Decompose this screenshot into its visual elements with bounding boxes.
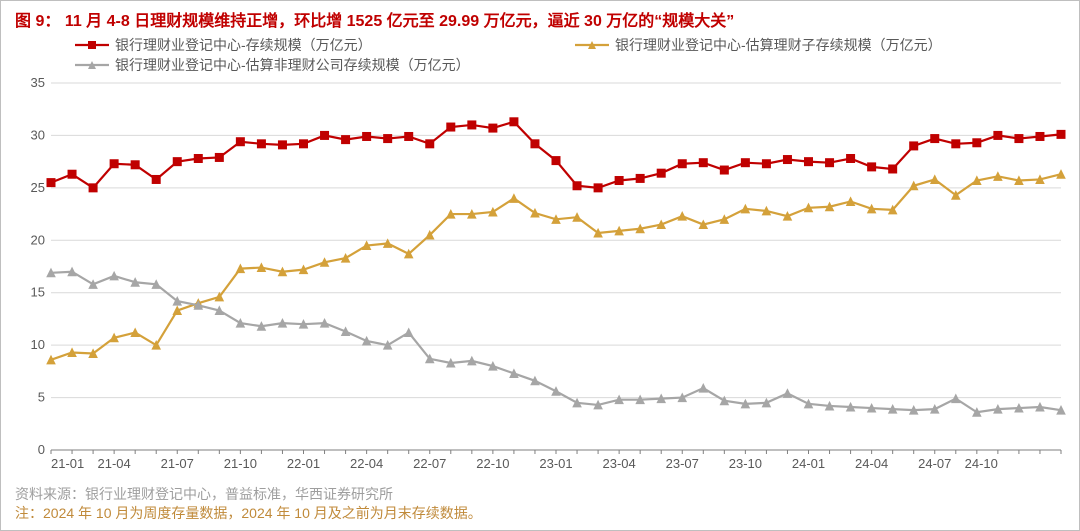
y-tick-label: 10 bbox=[31, 337, 45, 352]
legend-item: 银行理财业登记中心-估算理财子存续规模（万亿元） bbox=[575, 37, 942, 53]
y-tick-label: 25 bbox=[31, 180, 45, 195]
x-tick-label: 23-01 bbox=[539, 456, 572, 471]
x-tick-label: 23-07 bbox=[666, 456, 699, 471]
x-tick-label: 21-04 bbox=[98, 456, 131, 471]
y-tick-label: 20 bbox=[31, 232, 45, 247]
chart-area: 0 5 10 15 20 25 30 35 21-01 21-04 21-07 21-10 22-01 2… bbox=[15, 33, 1065, 474]
figure-number: 图 9： bbox=[15, 13, 60, 30]
legend: 银行理财业登记中心-存续规模（万亿元） 银行理财业登记中心-估算理财子存续规模（万… bbox=[75, 37, 942, 73]
figure-container: 图 9： 11 月 4-8 日理财规模维持正增，环比增 1525 亿元至 29.… bbox=[0, 0, 1080, 531]
legend-label: 银行理财业登记中心-存续规模（万亿元） bbox=[115, 37, 372, 53]
x-tick-label: 21-01 bbox=[51, 456, 84, 471]
x-tick-label: 23-04 bbox=[603, 456, 636, 471]
note-line: 注：2024 年 10 月为周度存量数据，2024 年 10 月及之前为月末存续… bbox=[15, 504, 482, 524]
legend-item: 银行理财业登记中心-估算非理财公司存续规模（万亿元） bbox=[75, 57, 470, 73]
legend-item: 银行理财业登记中心-存续规模（万亿元） bbox=[75, 37, 372, 53]
y-tick-label: 30 bbox=[31, 127, 45, 142]
series-line bbox=[51, 174, 1061, 360]
legend-label: 银行理财业登记中心-估算理财子存续规模（万亿元） bbox=[615, 37, 942, 53]
figure-title-row: 图 9： 11 月 4-8 日理财规模维持正增，环比增 1525 亿元至 29.… bbox=[15, 7, 1065, 31]
figure-title: 11 月 4-8 日理财规模维持正增，环比增 1525 亿元至 29.99 万亿… bbox=[65, 13, 734, 30]
x-tick-label: 22-04 bbox=[350, 456, 383, 471]
x-tick-label: 24-01 bbox=[792, 456, 825, 471]
x-tick-label: 23-10 bbox=[729, 456, 762, 471]
legend-label: 银行理财业登记中心-估算非理财公司存续规模（万亿元） bbox=[115, 57, 470, 73]
figure-footer: 资料来源：银行业理财登记中心，普益标准，华西证券研究所 注：2024 年 10 … bbox=[15, 485, 482, 524]
y-tick-label: 15 bbox=[31, 285, 45, 300]
y-tick-label: 0 bbox=[38, 442, 45, 457]
x-tick-label: 22-07 bbox=[413, 456, 446, 471]
x-tick-label: 22-10 bbox=[476, 456, 509, 471]
line-chart: 0 5 10 15 20 25 30 35 21-01 21-04 21-07 21-10 22-01 2… bbox=[15, 33, 1067, 476]
x-tick-label: 21-10 bbox=[224, 456, 257, 471]
x-tick-label: 24-07 bbox=[918, 456, 951, 471]
x-tick-label: 24-04 bbox=[855, 456, 888, 471]
y-tick-label: 35 bbox=[31, 75, 45, 90]
y-tick-label: 5 bbox=[38, 390, 45, 405]
x-tick-label: 22-01 bbox=[287, 456, 320, 471]
source-line: 资料来源：银行业理财登记中心，普益标准，华西证券研究所 bbox=[15, 485, 482, 505]
x-tick-label: 24-10 bbox=[965, 456, 998, 471]
x-tick-label: 21-07 bbox=[161, 456, 194, 471]
